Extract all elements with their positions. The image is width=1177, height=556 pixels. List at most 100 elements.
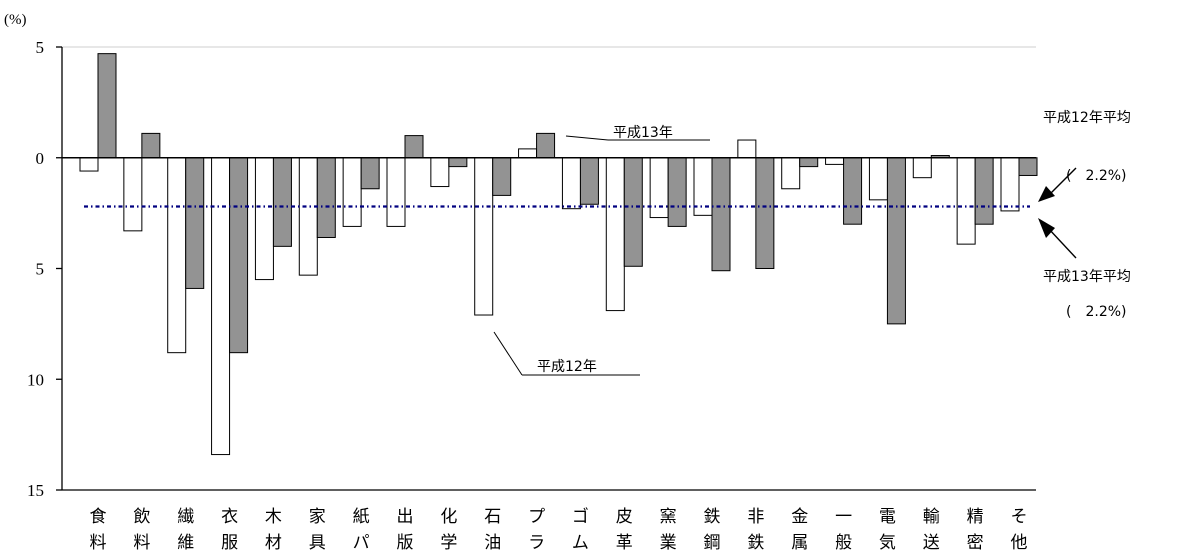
category-label: 飲 — [133, 507, 150, 527]
avg-2001-value: ( 2.2%) — [1066, 304, 1127, 320]
bar-2001 — [536, 132, 556, 159]
leader-line-2000 — [493, 331, 523, 376]
annotations: 平成13年 平成12年 平成12年平均 ( 2.2%) 平成13年平均 ( 2.… — [493, 110, 1131, 376]
bar-2001 — [141, 132, 161, 159]
bar-2000 — [79, 157, 99, 172]
category-label: 金 — [791, 507, 808, 527]
category-label: 鉄 — [704, 507, 721, 527]
category-label: 属 — [791, 533, 808, 553]
category-label: 窯 — [660, 507, 677, 527]
bar-2000 — [956, 157, 976, 245]
bar-2001 — [404, 135, 424, 159]
avg-2001-title: 平成13年平均 — [1043, 269, 1131, 285]
bar-2000 — [868, 157, 888, 201]
category-label: 気 — [879, 533, 896, 553]
bar-2000 — [649, 157, 669, 219]
category-label: 他 — [1011, 533, 1028, 553]
bar-2001 — [185, 157, 205, 289]
y-tick-label: 5 — [36, 260, 45, 279]
bar-2001 — [272, 157, 292, 247]
category-label: 業 — [660, 533, 677, 553]
bar-2000 — [781, 157, 801, 190]
bar-2001 — [843, 157, 863, 225]
bar-2000 — [1000, 157, 1020, 212]
category-label: 紙 — [353, 507, 370, 527]
category-label: 鋼 — [704, 533, 721, 553]
category-label: プ — [528, 507, 545, 527]
category-label: 般 — [835, 533, 852, 553]
avg-2000-value: ( 2.2%) — [1066, 168, 1127, 184]
leader-line-2001 — [565, 135, 609, 141]
bar-2000 — [211, 157, 231, 456]
category-label: 革 — [616, 533, 633, 553]
bar-2000 — [123, 157, 143, 232]
bar-2000 — [605, 157, 625, 312]
bar-2001 — [492, 157, 512, 196]
category-label: 料 — [133, 533, 150, 553]
bar-2000 — [825, 157, 845, 165]
category-label: 石 — [484, 507, 501, 527]
bar-2000 — [737, 139, 757, 159]
bar-2001 — [974, 157, 994, 225]
annotation-2000-label: 平成12年 — [537, 359, 597, 375]
category-label: 出 — [397, 507, 414, 527]
arrow-head-2000 — [1038, 186, 1055, 202]
avg-2000-title: 平成12年平均 — [1043, 110, 1131, 126]
bars — [62, 53, 1038, 491]
bar-2001 — [316, 157, 336, 238]
category-label: 材 — [265, 533, 282, 553]
annotation-2001-label: 平成13年 — [613, 125, 673, 141]
bar-2001 — [799, 157, 819, 168]
category-label: 具 — [309, 533, 326, 553]
category-label: 電 — [879, 507, 896, 527]
y-tick-label: 10 — [27, 370, 44, 389]
bar-2000 — [342, 157, 362, 227]
category-label: ム — [572, 533, 589, 553]
category-label: 木 — [265, 507, 282, 527]
bar-2001 — [667, 157, 687, 227]
y-tick-label: 0 — [36, 149, 45, 168]
category-label: 密 — [967, 533, 984, 553]
category-label: 衣 — [221, 507, 238, 527]
bar-2001 — [229, 157, 249, 354]
bar-2001 — [886, 157, 906, 325]
category-label: そ — [1011, 507, 1028, 527]
category-label: 服 — [221, 533, 238, 553]
category-label: 精 — [967, 507, 984, 527]
y-tick-label: 15 — [27, 481, 44, 500]
category-label: 鉄 — [747, 533, 764, 553]
bar-2000 — [298, 157, 318, 276]
category-label: 油 — [484, 533, 501, 553]
bar-2000 — [912, 157, 932, 179]
category-label: 版 — [397, 533, 414, 553]
bar-2000 — [167, 157, 187, 354]
arrow-shaft-2001 — [1047, 227, 1077, 259]
bar-2001 — [360, 157, 380, 190]
category-label: 家 — [309, 507, 326, 527]
bar-2000 — [386, 157, 406, 227]
arrow-head-2001 — [1038, 218, 1055, 238]
bar-2001 — [623, 157, 643, 267]
category-label: 皮 — [616, 507, 633, 527]
bar-2001 — [755, 157, 775, 269]
category-label: 化 — [440, 507, 457, 527]
category-label: ゴ — [572, 506, 589, 527]
category-label: 食 — [90, 507, 107, 527]
x-axis-labels: 食料飲料繊維衣服木材家具紙パ出版化学石油プラゴム皮革窯業鉄鋼非鉄金属一般電気輸送… — [90, 506, 1028, 553]
y-axis: 5 0 5 10 15 — [27, 38, 63, 500]
category-label: 料 — [90, 533, 107, 553]
category-label: パ — [353, 533, 370, 553]
bar-2001 — [711, 157, 731, 272]
category-label: 維 — [177, 533, 194, 553]
category-label: 一 — [835, 507, 852, 527]
category-label: 繊 — [177, 507, 194, 527]
arrow-shaft-2000 — [1047, 167, 1077, 197]
y-tick-label: 5 — [36, 38, 45, 57]
bar-2000 — [254, 157, 274, 281]
bar-2000 — [474, 157, 494, 316]
bar-2000 — [561, 157, 581, 210]
bar-2000 — [430, 157, 450, 188]
bar-2001 — [97, 53, 117, 159]
category-label: 輸 — [923, 507, 940, 527]
